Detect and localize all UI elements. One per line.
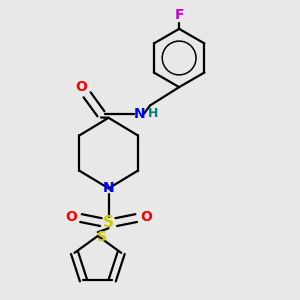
Text: F: F <box>174 8 184 22</box>
Text: H: H <box>148 107 158 120</box>
Text: O: O <box>65 210 77 224</box>
Text: O: O <box>140 210 152 224</box>
Text: O: O <box>76 80 88 94</box>
Text: N: N <box>103 181 114 195</box>
Text: N: N <box>134 107 145 121</box>
Text: S: S <box>98 230 107 244</box>
Text: S: S <box>103 214 114 230</box>
